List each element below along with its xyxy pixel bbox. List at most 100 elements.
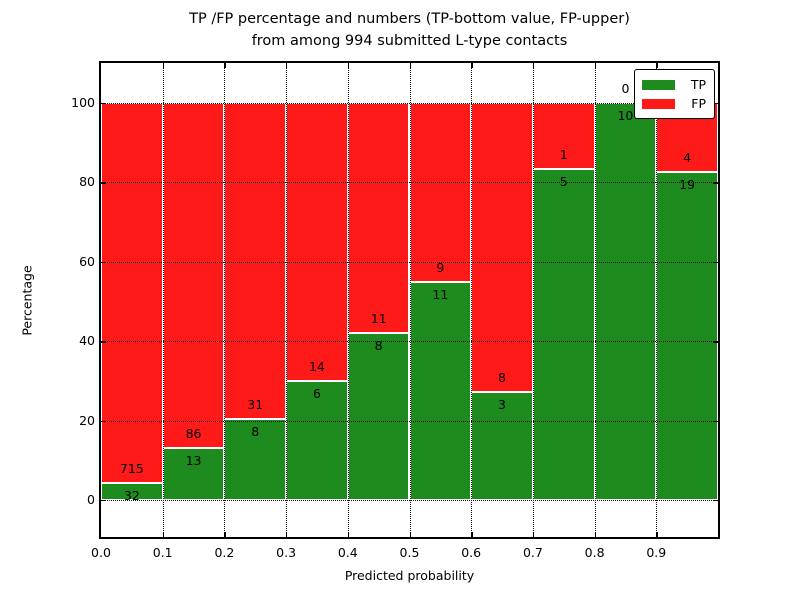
y-tick-mark bbox=[713, 341, 718, 343]
y-tick-label: 0 bbox=[87, 492, 95, 507]
x-tick-label: 0.0 bbox=[91, 545, 111, 560]
bar-segment-fp bbox=[101, 103, 163, 483]
x-tick-mark bbox=[532, 532, 535, 537]
tp-count-label: 5 bbox=[559, 174, 568, 190]
bar-segment-fp bbox=[286, 103, 348, 381]
bar-segment-tp bbox=[656, 172, 718, 500]
plot-inner: 715 32 86 13 31 8 14 6 11 8 9 11 8 3 1 5 0 10 4 19 TP FP bbox=[101, 63, 718, 537]
legend: TP FP bbox=[634, 69, 715, 119]
v-gridline bbox=[347, 63, 349, 537]
fp-count-label: 9 bbox=[436, 259, 445, 275]
x-tick-mark bbox=[656, 63, 658, 68]
x-tick-label: 0.3 bbox=[276, 545, 297, 560]
x-tick-label: 0.7 bbox=[522, 545, 543, 560]
tp-count-label: 6 bbox=[312, 385, 321, 401]
y-tick-mark bbox=[713, 261, 718, 264]
x-tick-mark bbox=[409, 532, 411, 537]
bar-segment-fp bbox=[409, 103, 472, 282]
tp-count-label: 11 bbox=[432, 286, 449, 302]
y-tick-mark bbox=[101, 341, 106, 343]
x-tick-mark bbox=[224, 63, 226, 68]
legend-swatch-fp bbox=[642, 98, 675, 109]
x-tick-label: 0.2 bbox=[214, 545, 235, 560]
x-tick-mark bbox=[286, 532, 288, 537]
bar-segment-tp bbox=[409, 281, 472, 500]
chart-subtitle: from among 994 submitted L-type contacts bbox=[251, 33, 568, 49]
x-tick-mark bbox=[532, 63, 535, 68]
y-tick-mark bbox=[713, 182, 718, 184]
y-axis-label-wrap: Percentage bbox=[12, 61, 42, 539]
x-tick-mark bbox=[594, 532, 596, 537]
x-tick-mark bbox=[347, 532, 350, 537]
bar-segment-tp bbox=[101, 483, 163, 500]
y-tick-label: 60 bbox=[79, 253, 95, 269]
y-tick-mark bbox=[713, 103, 718, 105]
x-tick-mark bbox=[347, 63, 350, 68]
y-tick-mark bbox=[101, 261, 106, 264]
bar-segment-tp bbox=[532, 169, 595, 500]
y-tick-mark bbox=[101, 500, 106, 502]
bar-segment-tp bbox=[594, 103, 657, 500]
v-gridline bbox=[162, 63, 164, 537]
x-tick-mark bbox=[162, 532, 165, 537]
tp-count-label: 19 bbox=[679, 177, 696, 193]
x-tick-label: 0.8 bbox=[584, 545, 605, 560]
tp-count-label: 8 bbox=[251, 423, 260, 439]
legend-swatch-tp bbox=[642, 79, 675, 90]
bar-segment-fp bbox=[162, 103, 225, 448]
x-tick-label: 0.9 bbox=[646, 545, 667, 560]
x-tick-mark bbox=[471, 532, 473, 537]
y-tick-label: 80 bbox=[79, 174, 95, 190]
v-gridline bbox=[532, 63, 534, 537]
x-axis-label: Predicted probability bbox=[344, 568, 475, 583]
bar-segment-tp bbox=[162, 447, 225, 500]
x-tick-mark bbox=[224, 532, 226, 537]
v-gridline bbox=[224, 63, 226, 537]
tp-count-label: 10 bbox=[617, 108, 634, 123]
plot-area: 715 32 86 13 31 8 14 6 11 8 9 11 8 3 1 5 0 10 4 19 TP FP bbox=[99, 61, 720, 539]
bar-segment-tp bbox=[224, 418, 287, 500]
fp-count-label: 8 bbox=[498, 369, 506, 385]
tp-count-label: 32 bbox=[123, 488, 140, 503]
legend-entry-tp: TP bbox=[642, 75, 706, 94]
tp-count-label: 8 bbox=[374, 337, 383, 353]
fp-count-label: 31 bbox=[247, 396, 264, 412]
tp-count-label: 13 bbox=[185, 452, 202, 468]
bar-segment-tp bbox=[286, 380, 348, 500]
y-tick-mark bbox=[101, 182, 106, 184]
x-tick-mark bbox=[162, 63, 165, 68]
x-tick-mark bbox=[471, 63, 473, 68]
x-tick-label: 0.4 bbox=[337, 545, 358, 560]
bar-segment-tp bbox=[347, 332, 410, 500]
fp-count-label: 4 bbox=[683, 150, 692, 166]
v-gridline bbox=[594, 63, 596, 537]
legend-entry-fp: FP bbox=[642, 94, 706, 113]
legend-label: TP bbox=[690, 77, 706, 92]
fp-count-label: 715 bbox=[119, 461, 144, 476]
v-gridline bbox=[656, 63, 658, 537]
chart-title: TP /FP percentage and numbers (TP-bottom… bbox=[189, 11, 630, 27]
x-tick-label: 0.1 bbox=[152, 545, 173, 560]
fp-count-label: 1 bbox=[559, 147, 568, 163]
y-tick-mark bbox=[713, 500, 718, 502]
x-tick-mark bbox=[409, 63, 411, 68]
x-tick-mark bbox=[286, 63, 288, 68]
bar-segment-fp bbox=[347, 103, 410, 333]
fp-count-label: 86 bbox=[185, 425, 202, 441]
y-tick-label: 40 bbox=[79, 333, 95, 349]
fp-count-label: 0 bbox=[621, 81, 630, 96]
x-tick-mark bbox=[594, 63, 596, 68]
y-tick-mark bbox=[713, 420, 718, 422]
v-gridline bbox=[409, 63, 411, 537]
x-tick-label: 0.5 bbox=[399, 545, 420, 560]
x-tick-label: 0.6 bbox=[461, 545, 482, 560]
fp-count-label: 14 bbox=[308, 358, 325, 374]
y-axis-label: Percentage bbox=[19, 264, 35, 336]
y-tick-mark bbox=[101, 420, 106, 422]
x-tick-mark bbox=[656, 532, 658, 537]
y-tick-mark bbox=[101, 103, 106, 105]
bar-segment-fp bbox=[471, 103, 533, 392]
v-gridline bbox=[286, 63, 288, 537]
legend-label: FP bbox=[691, 96, 706, 111]
